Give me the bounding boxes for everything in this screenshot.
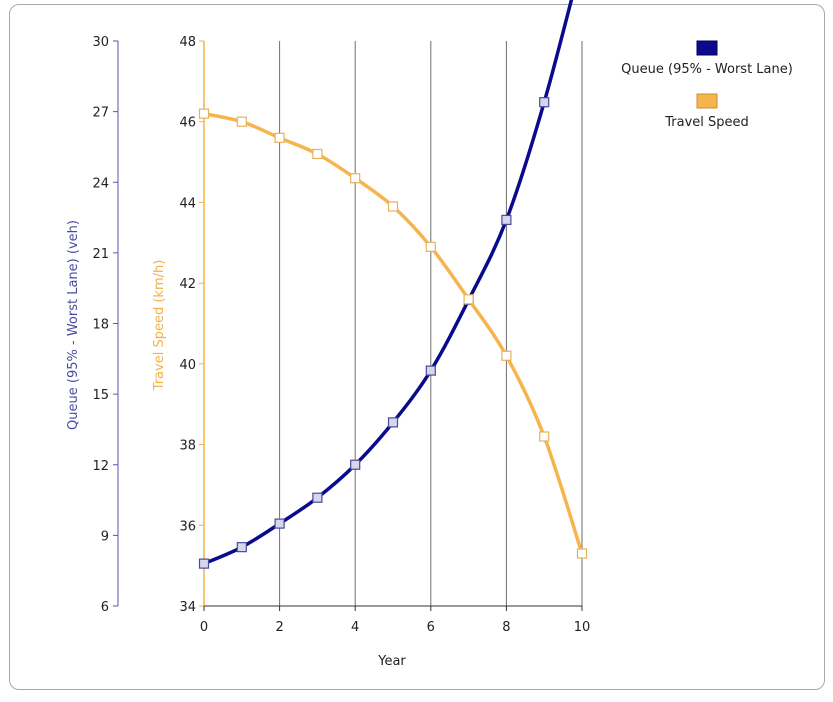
queue-point-8 — [501, 214, 512, 226]
speed-point-4 — [350, 173, 361, 184]
speed-point-2 — [274, 132, 285, 143]
queue-series-line — [202, 0, 574, 566]
speed-tick-label: 42 — [179, 277, 196, 292]
queue-tick-label: 12 — [92, 459, 109, 474]
x-axis: 0 2 4 6 8 10 — [200, 605, 591, 635]
speed-point-8 — [501, 350, 512, 361]
speed-axis: 34 36 38 40 42 44 46 48 — [179, 35, 205, 615]
speed-point-1 — [236, 116, 247, 127]
speed-axis-title: Travel Speed (km/h) — [152, 260, 167, 392]
x-axis-title: Year — [377, 654, 406, 669]
queue-point-3 — [312, 492, 323, 503]
queue-tick-label: 15 — [92, 388, 109, 403]
queue-point-4 — [350, 459, 361, 470]
speed-tick-label: 44 — [179, 196, 196, 211]
speed-legend-swatch — [696, 93, 718, 109]
x-tick-label: 8 — [502, 620, 510, 635]
queue-tick-label: 24 — [92, 176, 109, 191]
queue-axis: 6 9 12 15 18 21 24 27 30 — [92, 35, 119, 615]
queue-tick-label: 27 — [92, 106, 109, 121]
speed-legend-label: Travel Speed — [664, 115, 749, 130]
speed-tick-label: 36 — [179, 519, 196, 534]
x-tick-label: 10 — [574, 620, 591, 635]
speed-tick-label: 48 — [179, 35, 196, 50]
speed-series-line — [202, 111, 584, 556]
speed-tick-label: 46 — [179, 116, 196, 131]
queue-tick-label: 21 — [92, 247, 109, 262]
speed-point-6 — [425, 241, 436, 252]
speed-point-3 — [312, 148, 323, 160]
speed-point-10 — [576, 548, 588, 559]
queue-tick-label: 6 — [101, 600, 109, 615]
queue-point-0 — [198, 558, 210, 569]
queue-point-9 — [539, 97, 550, 108]
x-tick-label: 2 — [275, 620, 283, 635]
speed-point-7 — [463, 294, 474, 305]
queue-legend-swatch — [696, 40, 718, 56]
speed-point-5 — [387, 201, 399, 212]
speed-point-9 — [539, 431, 550, 442]
speed-point-0 — [198, 108, 210, 119]
queue-point-1 — [236, 542, 247, 553]
queue-axis-title: Queue (95% - Worst Lane) (veh) — [66, 220, 81, 430]
queue-tick-label: 18 — [92, 318, 109, 333]
queue-tick-label: 9 — [101, 529, 109, 544]
queue-point-6 — [425, 365, 436, 376]
queue-point-5 — [387, 417, 399, 428]
chart-panel — [9, 4, 825, 690]
series-group — [198, 0, 588, 569]
x-tick-label: 4 — [351, 620, 359, 635]
speed-tick-label: 38 — [179, 439, 196, 454]
queue-legend-label: Queue (95% - Worst Lane) — [621, 62, 793, 77]
x-tick-label: 6 — [427, 620, 435, 635]
queue-point-2 — [274, 518, 285, 529]
speed-tick-label: 40 — [179, 358, 196, 373]
legend: Queue (95% - Worst Lane) Travel Speed — [621, 40, 793, 130]
speed-tick-label: 34 — [179, 600, 196, 615]
x-tick-label: 0 — [200, 620, 208, 635]
queue-tick-label: 30 — [92, 35, 109, 50]
